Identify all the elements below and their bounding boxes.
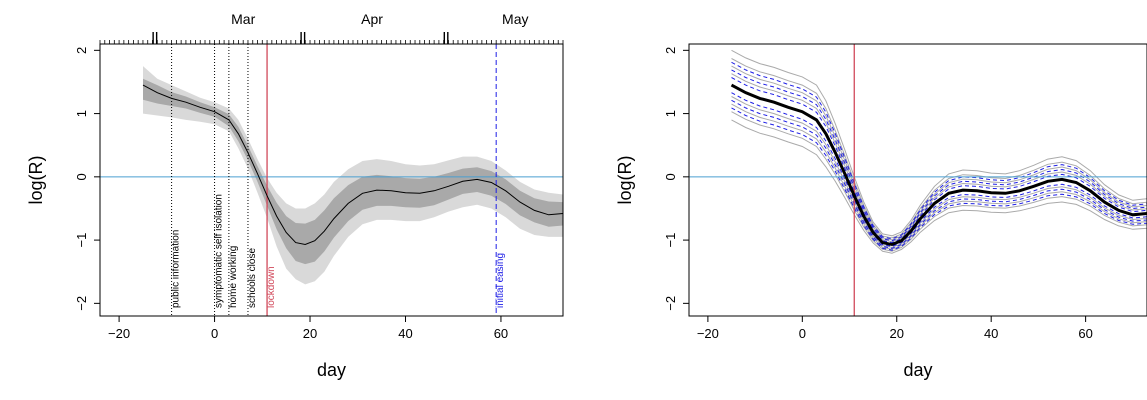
sample-curve [731,58,1147,239]
sample-curve [731,111,1147,252]
sample-curve [731,96,1147,248]
x-axis-label: day [317,360,346,380]
x-tick-label: 20 [303,326,317,341]
y-axis-label: log(R) [26,155,46,204]
x-tick-label: 60 [494,326,508,341]
sample-curve [731,73,1147,243]
x-tick-label: −20 [108,326,130,341]
y-tick-label: 0 [74,173,89,180]
x-tick-label: 60 [1078,326,1092,341]
interval-curve [731,107,1147,251]
intervention-label: lockdown [266,266,277,308]
x-tick-label: 20 [890,326,904,341]
y-axis-label: log(R) [615,155,635,204]
median-curve [142,84,563,246]
sample-curve [731,49,1147,237]
month-label: Apr [361,11,383,27]
intervention-label: public information [171,230,182,308]
interval-curve [731,77,1147,244]
y-tick-label: 1 [74,110,89,117]
month-label: Mar [231,11,255,27]
plot-frame [99,43,564,317]
credible-band-outer [143,66,563,285]
right-panel: −20 0 20 40 60 −2 −1 0 1 2 day log(R) [615,43,1147,380]
y-tick-label: 2 [74,47,89,54]
intervention-label: initial easing [495,253,506,308]
interval-curve [731,99,1147,249]
x-tick-label: 40 [398,326,412,341]
x-tick-label: 40 [984,326,998,341]
y-tick-label: 0 [663,173,678,180]
plot-area [689,44,1147,316]
credible-band-inner [143,78,563,265]
intervention-label: schools close [247,248,258,308]
intervention-label: home working [228,246,239,308]
y-tick-label: −2 [663,296,678,311]
y-tick-label: −1 [74,233,89,248]
x-tick-label: −20 [697,326,719,341]
sample-curve [731,119,1147,254]
left-panel: public information symptomatic self isola… [26,11,564,380]
y-tick-label: −2 [74,296,89,311]
interval-curve [731,61,1147,240]
plot-frame [688,43,1147,317]
interval-curve [731,69,1147,242]
month-label: May [502,11,528,27]
y-tick-label: 1 [663,110,678,117]
sample-curve [731,65,1147,241]
y-tick-label: −1 [663,233,678,248]
x-tick-label: 0 [211,326,218,341]
interval-curve [731,92,1147,247]
x-tick-label: 0 [799,326,806,341]
intervention-label: symptomatic self isolation [214,194,225,308]
plot-area: public information symptomatic self isola… [100,44,563,316]
sample-curve [731,103,1147,250]
median-curve [730,83,1147,247]
y-tick-label: 2 [663,47,678,54]
x-axis-label: day [903,360,932,380]
